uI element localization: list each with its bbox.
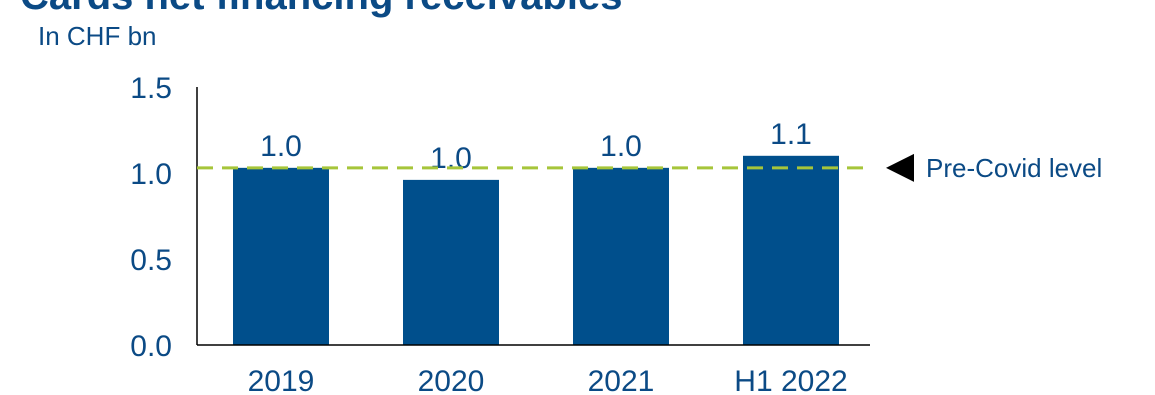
x-tick-label-3: H1 2022 xyxy=(734,365,847,395)
data-label-1: 1.0 xyxy=(430,142,472,175)
y-tick-label-3: 1.5 xyxy=(130,72,172,105)
x-tick-label-0: 2019 xyxy=(248,365,315,395)
y-tick-label-0: 0.0 xyxy=(130,330,172,363)
bar-1 xyxy=(403,179,499,345)
left-arrow-icon xyxy=(886,153,914,182)
chart-subtitle: In CHF bn xyxy=(38,21,157,51)
x-tick-label-2: 2021 xyxy=(588,365,655,395)
bar-0 xyxy=(233,167,329,345)
bar-3 xyxy=(743,155,839,345)
data-label-0: 1.0 xyxy=(260,130,302,163)
data-label-3: 1.1 xyxy=(770,118,812,151)
reference-line-label: Pre-Covid level xyxy=(926,153,1102,183)
x-tick-label-1: 2020 xyxy=(418,365,485,395)
bar-2 xyxy=(573,167,669,345)
chart-title: Cards net financing receivables xyxy=(20,0,622,16)
data-label-2: 1.0 xyxy=(600,130,642,163)
y-tick-label-1: 0.5 xyxy=(130,244,172,277)
y-tick-label-2: 1.0 xyxy=(130,158,172,191)
